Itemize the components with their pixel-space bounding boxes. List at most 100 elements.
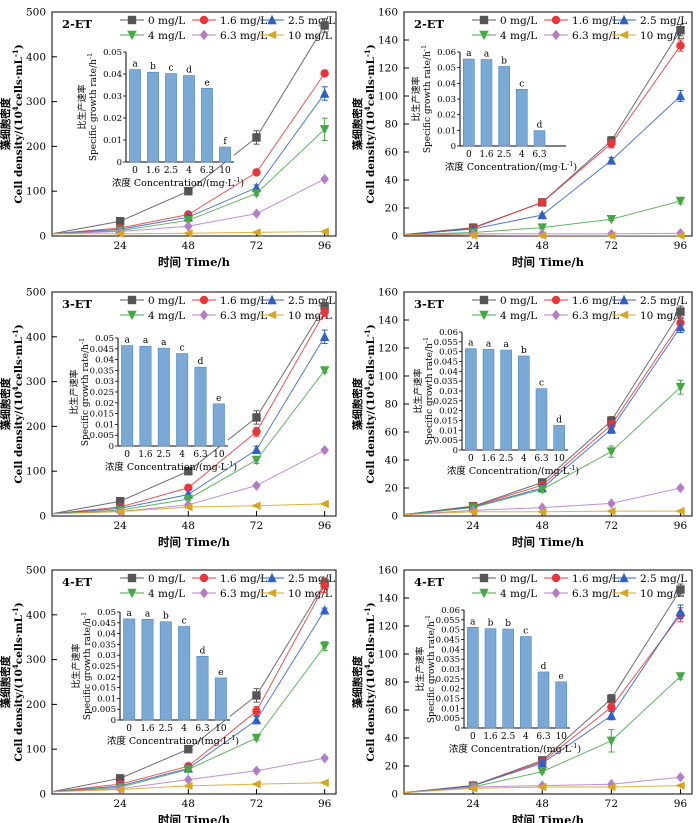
legend-marker [551,573,561,583]
inset-bar-letter: c [168,64,173,74]
inset-x-tick-label: 4 [521,454,527,464]
series-6 [403,231,685,240]
inset-y-label: Specific growth rate/h-1 [422,337,435,445]
legend-marker [266,30,277,40]
inset-bar [123,618,136,721]
data-point [251,733,262,744]
legend-marker [127,310,137,321]
x-tick-label: 72 [605,520,618,532]
y-tick-label: 60 [385,705,398,717]
legend-label: 6.3 mg/L [220,588,267,600]
legend-marker [266,310,277,320]
data-point [252,480,261,491]
inset-background [464,610,570,728]
y-tick-label: 0 [391,511,398,523]
data-point [114,785,125,794]
inset-bar-chart: 00.0050.010.0150.020.0250.030.0350.040.0… [412,328,579,477]
inset-bar [196,655,209,721]
data-point [183,502,193,512]
y-tick-label: 60 [385,427,398,439]
inset-x-label: 浓度 Concentration/(mg·L-1) [445,160,577,173]
inset-y-tick-label: 0.05 [441,626,460,636]
x-tick-label: 24 [113,520,127,532]
inset-bar [219,146,231,163]
inset-bar [121,345,134,447]
data-point [676,585,685,594]
legend-marker [618,30,629,40]
inset-x-tick-label: 6.3 [195,724,210,734]
y-axis-label: Cell density/(104cells·mL-1) [11,44,26,203]
data-point [114,507,125,516]
data-point [607,498,616,509]
x-tick-label: 72 [605,798,618,810]
inset-x-tick-label: 2.5 [159,724,174,734]
inset-y-tick-label: 0 [453,446,458,456]
inset-bar [176,353,189,447]
inset-y-tick-label: 0.02 [97,673,116,683]
inset-bar [533,130,546,147]
inset-y-tick-label: 0.005 [90,431,114,441]
y-tick-label: 140 [378,35,398,47]
inset-y-label-zh: 比生产速率 [68,369,80,414]
y-tick-label: 80 [385,119,398,131]
data-point [676,482,685,494]
data-point [537,782,547,792]
x-tick-label: 72 [605,240,618,252]
series-6 [403,781,685,794]
inset-y-tick-label: 0.04 [441,645,460,655]
y-axis-label-zh: 藻细胞密度 [351,377,364,430]
inset-y-tick-label: 0.02 [95,399,114,409]
inset-x-tick-label: 0 [124,450,130,460]
data-point [606,215,617,225]
legend-label: 0 mg/L [500,573,537,585]
data-point [252,765,261,776]
x-tick-label: 72 [250,798,263,810]
data-point [251,444,262,454]
inset-bar-letter: b [488,619,494,629]
x-tick-label: 96 [674,240,688,252]
data-point [320,307,329,317]
data-point [606,424,617,434]
data-point [606,231,616,240]
x-axis-label: 时间 Time/h [512,255,585,269]
data-point [319,605,330,615]
data-point [319,125,330,135]
x-tick-label: 24 [466,520,480,532]
inset-y-tick-label: 0.03 [97,651,116,661]
data-point [537,209,547,220]
inset-bar-letter: e [218,668,223,678]
inset-x-tick-label: 0 [126,724,132,734]
data-point [184,220,193,232]
inset-bar [147,71,159,163]
legend-label: 2.5 mg/L [640,573,687,585]
x-tick-label: 72 [250,520,263,532]
legend-marker [619,14,629,25]
inset-bar-letter: d [537,121,543,131]
inset-bar-letter: b [501,56,507,66]
y-tick-label: 100 [378,649,398,661]
legend-marker [551,29,561,41]
inset-bar [498,66,510,147]
inset-y-label: Specific growth rate/h-1 [80,612,93,720]
data-point [606,736,617,746]
inset-y-tick-label: 0.04 [439,367,458,377]
y-tick-label: 40 [385,455,398,467]
data-point [675,672,686,682]
y-axis-label: Cell density/(104cells·mL-1) [11,602,26,761]
x-tick-label: 24 [113,798,127,810]
y-tick-label: 0 [39,511,46,523]
legend-label: 0 mg/L [500,295,537,307]
inset-x-tick-label: 6.3 [534,454,549,464]
series-4 [403,379,686,516]
inset-y-tick-label: 0.035 [92,640,116,650]
inset-y-label: Specific growth rate/h-1 [420,45,433,153]
inset-x-tick-label: 0 [466,150,472,160]
legend-marker [199,587,209,599]
data-point [183,494,194,505]
data-point [606,447,617,457]
y-tick-label: 500 [26,565,46,577]
inset-bar-letter: b [521,346,527,356]
legend-marker [618,588,629,598]
